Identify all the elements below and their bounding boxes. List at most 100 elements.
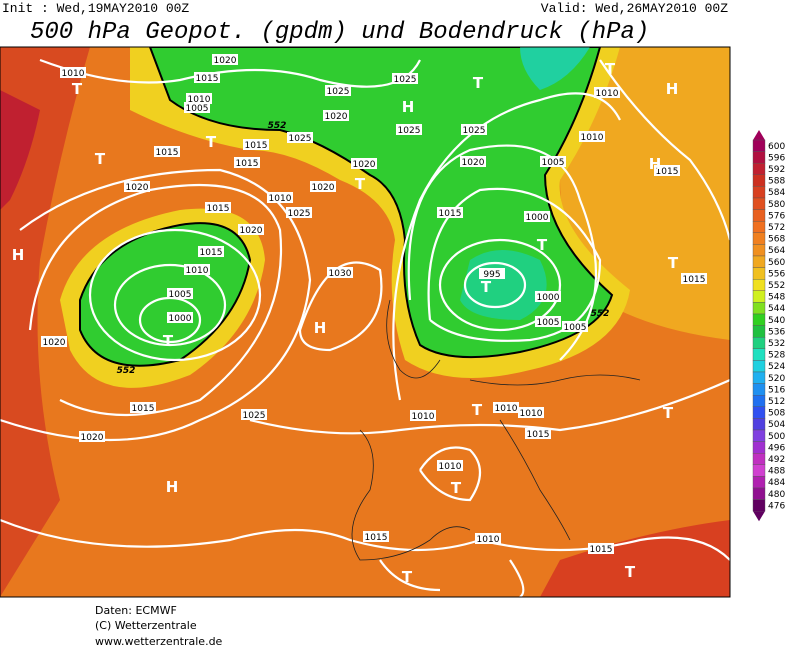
scale-swatch — [752, 360, 766, 373]
scale-label: 476 — [768, 501, 785, 511]
isobar-label: 1015 — [365, 533, 388, 543]
scale-label: 484 — [768, 478, 785, 488]
isobar-label: 1015 — [236, 159, 259, 169]
scale-cap — [753, 511, 765, 522]
warm-zone — [0, 90, 40, 210]
isobar-label: 1010 — [477, 535, 500, 545]
isobar-label: 1010 — [188, 95, 211, 105]
isobar-label-bg — [130, 402, 156, 413]
isobar-label-bg — [524, 211, 550, 222]
warm-zone — [0, 47, 90, 597]
isobar-label-bg — [535, 316, 561, 327]
scale-label: 596 — [768, 153, 785, 163]
scale-label: 572 — [768, 223, 785, 233]
high-marker: H — [666, 80, 679, 98]
coastlines — [351, 299, 641, 561]
isobar-label: 1015 — [200, 248, 223, 258]
low-marker: T — [668, 254, 679, 272]
isobar-label: 1010 — [186, 266, 209, 276]
low-marker: T — [451, 479, 462, 497]
scale-label: 592 — [768, 165, 785, 175]
scale-label: 524 — [768, 362, 785, 372]
isobar-label-bg — [540, 156, 566, 167]
contour-label: 552 — [591, 309, 610, 319]
isobar-label-bg — [588, 543, 614, 554]
isobar-label: 1015 — [656, 167, 679, 177]
low-marker: T — [481, 278, 492, 296]
init-time: Init : Wed,19MAY2010 00Z — [2, 1, 189, 16]
scale-label: 532 — [768, 339, 785, 349]
isobar-label-bg — [327, 267, 353, 278]
scale-swatch — [752, 186, 766, 199]
isobar-label: 1010 — [269, 194, 292, 204]
scale-swatch — [752, 197, 766, 210]
isobar-label: 1010 — [62, 69, 85, 79]
scale-swatch — [752, 499, 766, 512]
low-marker: T — [473, 74, 484, 92]
isobar-label-bg — [186, 93, 212, 104]
low-marker: T — [663, 404, 674, 422]
footer-url: www.wetterzentrale.de — [95, 635, 223, 648]
scale-swatch — [752, 244, 766, 257]
isobar-label: 1010 — [412, 412, 435, 422]
scale-swatch — [752, 162, 766, 175]
high-marker: H — [314, 319, 327, 337]
isobar-label-bg — [234, 157, 260, 168]
scale-label: 512 — [768, 397, 785, 407]
scale-label: 584 — [768, 188, 785, 198]
isobar-label-bg — [437, 460, 463, 471]
scale-swatch — [752, 255, 766, 268]
scale-swatch — [752, 429, 766, 442]
isobar-label: 1020 — [462, 158, 485, 168]
isobar-label: 1005 — [542, 158, 565, 168]
scale-swatch — [752, 476, 766, 489]
isobar-label-bg — [167, 312, 193, 323]
isobar-label-bg — [286, 207, 312, 218]
isobar-label-bg — [461, 124, 487, 135]
isobar-label-bg — [325, 85, 351, 96]
isobar-label-bg — [243, 139, 269, 150]
isobar-label: 1020 — [312, 183, 335, 193]
isobar-label-bg — [154, 146, 180, 157]
high-marker: H — [649, 155, 662, 173]
scale-label: 516 — [768, 385, 785, 395]
low-marker: T — [605, 60, 616, 78]
low-marker: T — [625, 563, 636, 581]
scale-swatch — [752, 441, 766, 454]
scale-label: 580 — [768, 200, 785, 210]
low-marker: T — [537, 236, 548, 254]
isobar-label: 1010 — [581, 133, 604, 143]
trough-zone — [79, 222, 252, 367]
scale-swatch — [752, 232, 766, 245]
scale-cap — [753, 130, 765, 140]
scale-label: 600 — [768, 142, 785, 152]
isobar-label: 1025 — [289, 134, 312, 144]
isobar-label-bg — [184, 264, 210, 275]
map-area: 1010 1015 1020 1010 1005 1015 1015 1015 1025 1025… — [0, 46, 731, 598]
isobar-label: 1025 — [288, 209, 311, 219]
isobar-label: 1010 — [520, 409, 543, 419]
scale-label: 576 — [768, 211, 785, 221]
isobar-label: 1025 — [327, 87, 350, 97]
isobar-label: 1015 — [439, 209, 462, 219]
low-marker: T — [206, 133, 217, 151]
cold-core — [520, 47, 590, 90]
contour-label: 552 — [268, 121, 287, 131]
high-marker: H — [12, 246, 25, 264]
isobar-label-bg — [41, 336, 67, 347]
isobar-label-bg — [493, 402, 519, 413]
scale-swatch — [752, 267, 766, 280]
low-marker: T — [72, 80, 83, 98]
isobar-label: 1000 — [537, 293, 560, 303]
isobar-label: 1015 — [245, 141, 268, 151]
scale-label: 492 — [768, 455, 785, 465]
isobar-label: 1000 — [169, 314, 192, 324]
low-marker: T — [163, 332, 174, 350]
isobar-label: 1015 — [207, 204, 230, 214]
isobar-label-bg — [518, 407, 544, 418]
scale-swatch — [752, 464, 766, 477]
isobar-label: 1005 — [537, 318, 560, 328]
scale-swatch — [752, 139, 766, 152]
isobar-label-bg — [535, 291, 561, 302]
scale-swatch — [752, 302, 766, 315]
